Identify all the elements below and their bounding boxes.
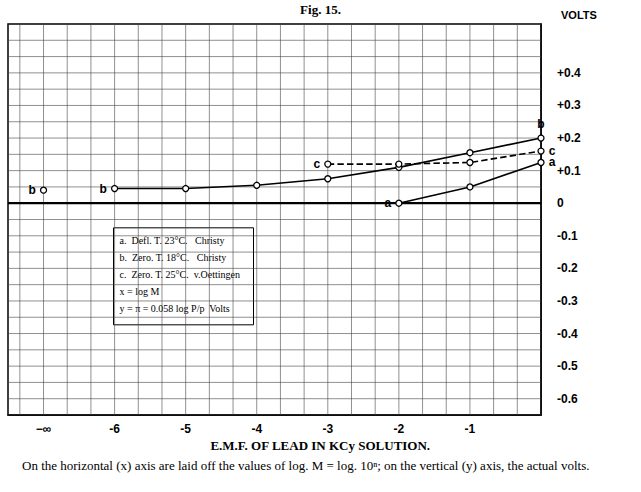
svg-text:-0.4: -0.4 [557, 327, 578, 341]
svg-text:-6: -6 [109, 422, 120, 436]
svg-text:E.M.F. OF LEAD IN KCy SOLUTION: E.M.F. OF LEAD IN KCy SOLUTION. [210, 438, 430, 453]
svg-text:−∞: −∞ [36, 422, 52, 436]
svg-text:-0.1: -0.1 [557, 229, 578, 243]
svg-text:0: 0 [557, 196, 564, 210]
svg-text:b: b [537, 117, 544, 131]
svg-text:-2: -2 [394, 422, 405, 436]
svg-text:-0.2: -0.2 [557, 261, 578, 275]
svg-text:-3: -3 [322, 422, 333, 436]
svg-text:On the horizontal (x) axis are: On the horizontal (x) axis are laid off … [22, 458, 590, 473]
svg-text:c: c [549, 144, 556, 158]
svg-text:+0.2: +0.2 [557, 131, 581, 145]
svg-text:c. Zero. T. 25°C. v.Oettinge: c. Zero. T. 25°C. v.Oettingen [120, 269, 240, 280]
svg-text:-5: -5 [180, 422, 191, 436]
svg-text:y = π = 0.058 log P/p Volts: y = π = 0.058 log P/p Volts [120, 303, 230, 314]
svg-text:a: a [548, 155, 556, 170]
svg-text:b: b [100, 182, 107, 196]
svg-text:-1: -1 [465, 422, 476, 436]
svg-text:b: b [29, 183, 36, 197]
svg-text:-0.5: -0.5 [557, 359, 578, 373]
svg-text:-0.3: -0.3 [557, 294, 578, 308]
svg-text:+0.4: +0.4 [557, 66, 581, 80]
svg-text:c: c [313, 157, 320, 171]
svg-text:a: a [385, 196, 392, 210]
svg-text:a. Defl. T. 23°C. Christy: a. Defl. T. 23°C. Christy [120, 235, 225, 246]
svg-text:+0.1: +0.1 [557, 164, 581, 178]
svg-text:+0.3: +0.3 [557, 98, 581, 112]
svg-text:-4: -4 [251, 422, 262, 436]
svg-text:b. Zero. T. 18°C. Christy: b. Zero. T. 18°C. Christy [120, 252, 227, 263]
svg-text:x = log M: x = log M [120, 286, 160, 297]
svg-text:-0.6: -0.6 [557, 392, 578, 406]
svg-text:Fig. 15.: Fig. 15. [300, 2, 341, 17]
svg-text:VOLTS: VOLTS [561, 9, 597, 21]
